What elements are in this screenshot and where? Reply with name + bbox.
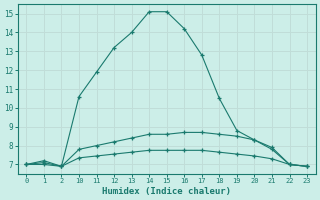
X-axis label: Humidex (Indice chaleur): Humidex (Indice chaleur) <box>102 187 231 196</box>
